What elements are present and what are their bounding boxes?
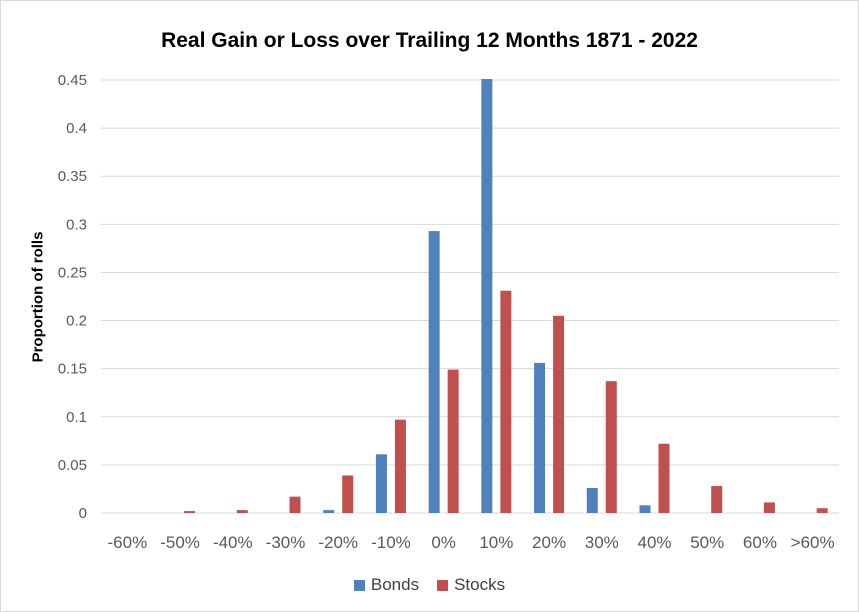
y-tick-label: 0.05 bbox=[58, 457, 87, 474]
x-tick-label: 20% bbox=[532, 533, 566, 552]
plot-area: 0 0.05 0.1 0.15 0.2 0.25 0.3 0.35 0.4 0.45 -60% -50… bbox=[58, 72, 839, 552]
y-tick-label: 0.3 bbox=[66, 216, 87, 233]
bar-stocks-2 bbox=[236, 510, 248, 513]
bar-bonds-5 bbox=[375, 454, 387, 513]
bar-bonds-9 bbox=[586, 487, 598, 513]
bar-stocks-5 bbox=[394, 419, 406, 513]
y-tick-label: 0.35 bbox=[58, 168, 87, 185]
x-tick-label: 0% bbox=[431, 533, 456, 552]
bar-stocks-8 bbox=[553, 315, 565, 513]
x-tick-label: 50% bbox=[690, 533, 724, 552]
bar-stocks-11 bbox=[711, 486, 723, 513]
x-tick-label: >60% bbox=[791, 533, 835, 552]
x-tick-label: 40% bbox=[637, 533, 671, 552]
legend-label-stocks: Stocks bbox=[454, 575, 506, 594]
y-tick-label: 0.4 bbox=[66, 120, 87, 137]
legend-swatch-bonds bbox=[353, 579, 365, 591]
legend-item-bonds: Bonds bbox=[353, 575, 420, 595]
x-tick-label: 30% bbox=[585, 533, 619, 552]
bar-bonds-4 bbox=[323, 510, 335, 513]
bar-bonds-7 bbox=[481, 79, 493, 513]
x-tick-label: -10% bbox=[371, 533, 411, 552]
bar-stocks-13 bbox=[816, 508, 828, 513]
y-tick-label: 0.45 bbox=[58, 72, 87, 89]
legend-item-stocks: Stocks bbox=[437, 575, 505, 595]
y-tick-label: 0.15 bbox=[58, 361, 87, 378]
legend: Bonds Stocks bbox=[1, 575, 858, 595]
legend-swatch-stocks bbox=[437, 579, 449, 591]
legend-label-bonds: Bonds bbox=[370, 575, 420, 594]
bar-stocks-6 bbox=[447, 369, 459, 513]
bar-stocks-7 bbox=[500, 290, 512, 513]
bar-bonds-6 bbox=[428, 231, 440, 513]
x-tick-label: 10% bbox=[479, 533, 513, 552]
x-tick-label: -40% bbox=[213, 533, 253, 552]
bar-bonds-8 bbox=[534, 362, 546, 513]
x-tick-label: -60% bbox=[108, 533, 148, 552]
y-tick-label: 0.1 bbox=[66, 409, 87, 426]
y-tick-label: 0.25 bbox=[58, 264, 87, 281]
x-tick-label: 60% bbox=[743, 533, 777, 552]
bar-stocks-12 bbox=[763, 502, 775, 513]
bar-stocks-4 bbox=[342, 475, 354, 513]
y-tick-label: 0.2 bbox=[66, 313, 87, 330]
bar-stocks-1 bbox=[184, 511, 196, 513]
bar-bonds-10 bbox=[639, 505, 651, 513]
bar-stocks-3 bbox=[289, 496, 301, 513]
bar-stocks-10 bbox=[658, 443, 670, 513]
bar-stocks-9 bbox=[605, 381, 617, 513]
x-tick-label: -30% bbox=[266, 533, 306, 552]
y-tick-label: 0 bbox=[79, 505, 87, 522]
x-tick-label: -20% bbox=[318, 533, 358, 552]
chart-title: Real Gain or Loss over Trailing 12 Month… bbox=[161, 29, 698, 52]
x-tick-label: -50% bbox=[160, 533, 200, 552]
